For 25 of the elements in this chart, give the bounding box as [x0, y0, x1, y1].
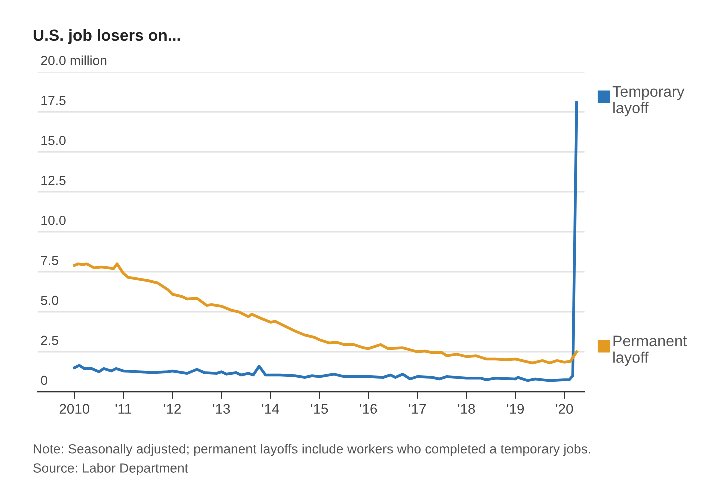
y-tick-label: 15.0 [42, 136, 66, 146]
x-tick-label: '15 [311, 404, 328, 414]
text: Note: Seasonally adjusted; permanent layoffs include workers who completed a temporary jobs. [34, 444, 590, 456]
y-tick-label: 10.0 [42, 216, 66, 226]
y-tick-label: 20.0 million [41, 56, 107, 66]
y-tick-label: 12.5 [42, 176, 66, 186]
x-tick-label: '13 [213, 404, 230, 414]
x-tick-label: '12 [164, 404, 182, 414]
source-note: Source: Labor Department [34, 463, 188, 476]
x-tick-label: '14 [262, 404, 280, 414]
y-tick-label: 7.5 [41, 256, 58, 266]
x-tick-label: '19 [507, 404, 524, 414]
x-tick-label: '16 [360, 404, 378, 414]
y-tick-label: 5.0 [41, 296, 59, 306]
y-tick-label: 0 [41, 376, 48, 386]
x-tick-label: '20 [556, 404, 574, 414]
legend-label: Temporary layoff [612, 86, 685, 117]
x-tick-label: '17 [409, 404, 426, 414]
y-tick-label: 2.5 [41, 336, 58, 346]
x-tick-label: 2010 [60, 404, 90, 414]
x-tick-label: '11 [116, 404, 132, 414]
y-tick-label: 17.5 [42, 96, 66, 106]
legend-label: Permanent layoff [614, 336, 688, 366]
x-tick-label: '18 [458, 404, 476, 414]
chart-title: U.S. job losers on... [34, 29, 180, 44]
